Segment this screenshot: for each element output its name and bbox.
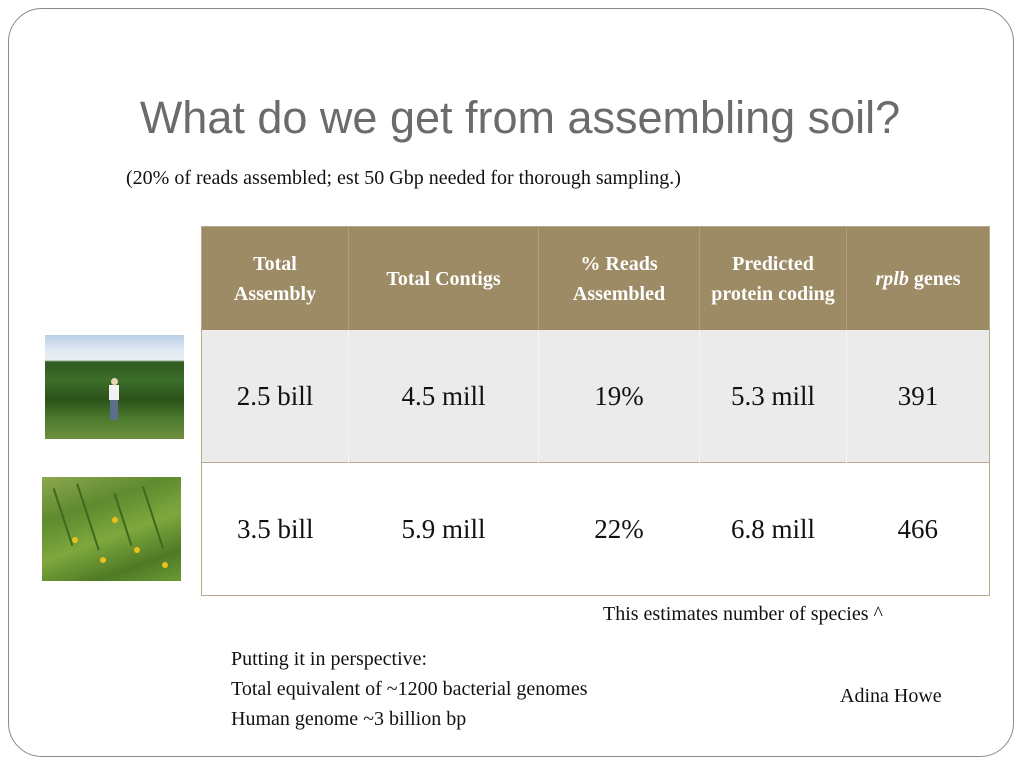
author-name: Adina Howe [840, 685, 942, 707]
prairie-photo [42, 477, 181, 581]
cell-total-assembly: 3.5 bill [201, 462, 349, 596]
header-predicted-protein-coding: Predicted protein coding [699, 226, 847, 330]
cell-rplb-genes: 466 [846, 462, 990, 596]
header-reads-assembled: % Reads Assembled [538, 226, 700, 330]
perspective-line: Human genome ~3 billion bp [231, 708, 467, 730]
cell-total-assembly: 2.5 bill [201, 330, 349, 463]
person-figure [109, 378, 119, 420]
cell-protein-coding: 5.3 mill [699, 330, 847, 463]
cell-reads-assembled: 22% [538, 462, 700, 596]
cell-reads-assembled: 19% [538, 330, 700, 463]
cell-rplb-genes: 391 [846, 330, 990, 463]
cell-protein-coding: 6.8 mill [699, 462, 847, 596]
assembly-stats-table: Total Assembly Total Contigs % Reads Assem… [201, 226, 990, 596]
table-header-row: Total Assembly Total Contigs % Reads Assem… [201, 226, 990, 330]
species-note: This estimates number of species ^ [603, 603, 883, 625]
perspective-notes: Putting it in perspective: Total equival… [231, 644, 588, 734]
table-row: 3.5 bill 5.9 mill 22% 6.8 mill 466 [201, 462, 990, 596]
perspective-line: Putting it in perspective: [231, 648, 428, 670]
cornfield-photo [45, 335, 184, 439]
table-row: 2.5 bill 4.5 mill 19% 5.3 mill 391 [201, 330, 990, 463]
slide-frame [8, 8, 1014, 757]
cell-total-contigs: 5.9 mill [348, 462, 539, 596]
perspective-line: Total equivalent of ~1200 bacterial geno… [231, 678, 588, 700]
header-total-contigs: Total Contigs [348, 226, 539, 330]
cell-total-contigs: 4.5 mill [348, 330, 539, 463]
header-rplb-genes: rplb genes [846, 226, 990, 330]
slide-title: What do we get from assembling soil? [139, 92, 901, 143]
slide-subtitle: (20% of reads assembled; est 50 Gbp need… [126, 167, 681, 189]
header-total-assembly: Total Assembly [201, 226, 349, 330]
